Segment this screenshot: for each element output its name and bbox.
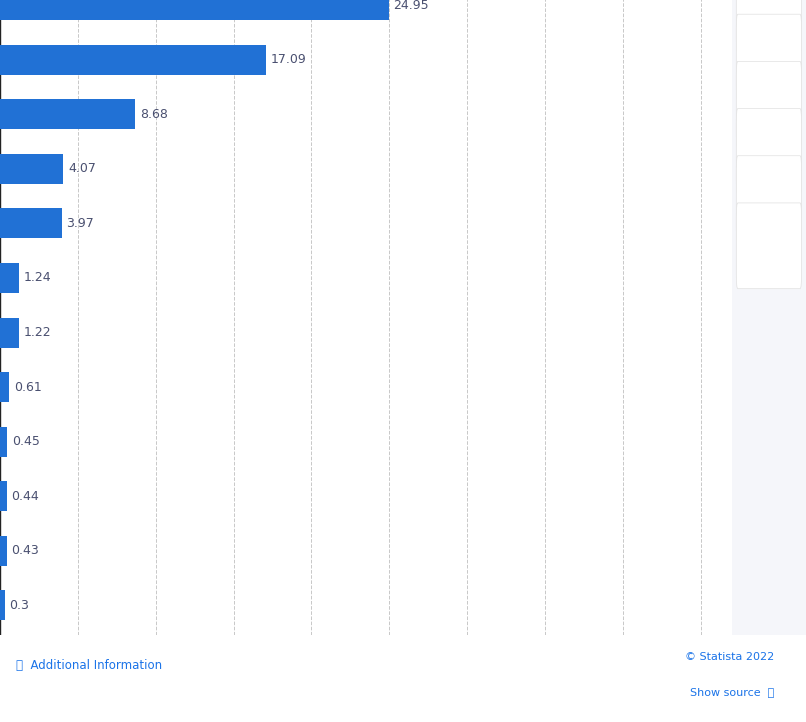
Text: 4.07: 4.07 <box>68 162 96 175</box>
Text: 3.97: 3.97 <box>66 217 94 230</box>
Text: 0.44: 0.44 <box>11 490 39 503</box>
FancyBboxPatch shape <box>737 0 801 53</box>
Text: 17.09: 17.09 <box>271 53 306 66</box>
Text: Show source  ⓘ: Show source ⓘ <box>689 687 774 697</box>
Bar <box>0 591 5 620</box>
Bar <box>0 372 10 402</box>
FancyBboxPatch shape <box>737 156 801 242</box>
Bar <box>0 536 6 566</box>
Text: 0.43: 0.43 <box>11 544 39 557</box>
Bar <box>0 427 7 457</box>
Bar <box>0 482 7 511</box>
Bar <box>0 0 388 20</box>
Text: 0.61: 0.61 <box>15 380 42 393</box>
Bar <box>0 154 64 184</box>
Text: 1.22: 1.22 <box>23 326 52 339</box>
Text: 0.45: 0.45 <box>11 435 39 448</box>
FancyBboxPatch shape <box>737 203 801 289</box>
Bar <box>0 209 62 238</box>
Bar <box>0 263 19 293</box>
Text: 8.68: 8.68 <box>139 108 168 121</box>
Text: ⓘ  Additional Information: ⓘ Additional Information <box>16 659 162 672</box>
Text: 0.3: 0.3 <box>10 599 29 612</box>
Text: 24.95: 24.95 <box>393 0 429 12</box>
Bar <box>0 45 266 74</box>
FancyBboxPatch shape <box>737 14 801 100</box>
Text: © Statista 2022: © Statista 2022 <box>684 652 774 662</box>
Bar <box>0 100 135 129</box>
Bar <box>0 318 19 347</box>
FancyBboxPatch shape <box>737 108 801 194</box>
Text: 1.24: 1.24 <box>24 271 52 284</box>
X-axis label: Food waste in million tons: Food waste in million tons <box>285 662 447 675</box>
FancyBboxPatch shape <box>737 61 801 147</box>
